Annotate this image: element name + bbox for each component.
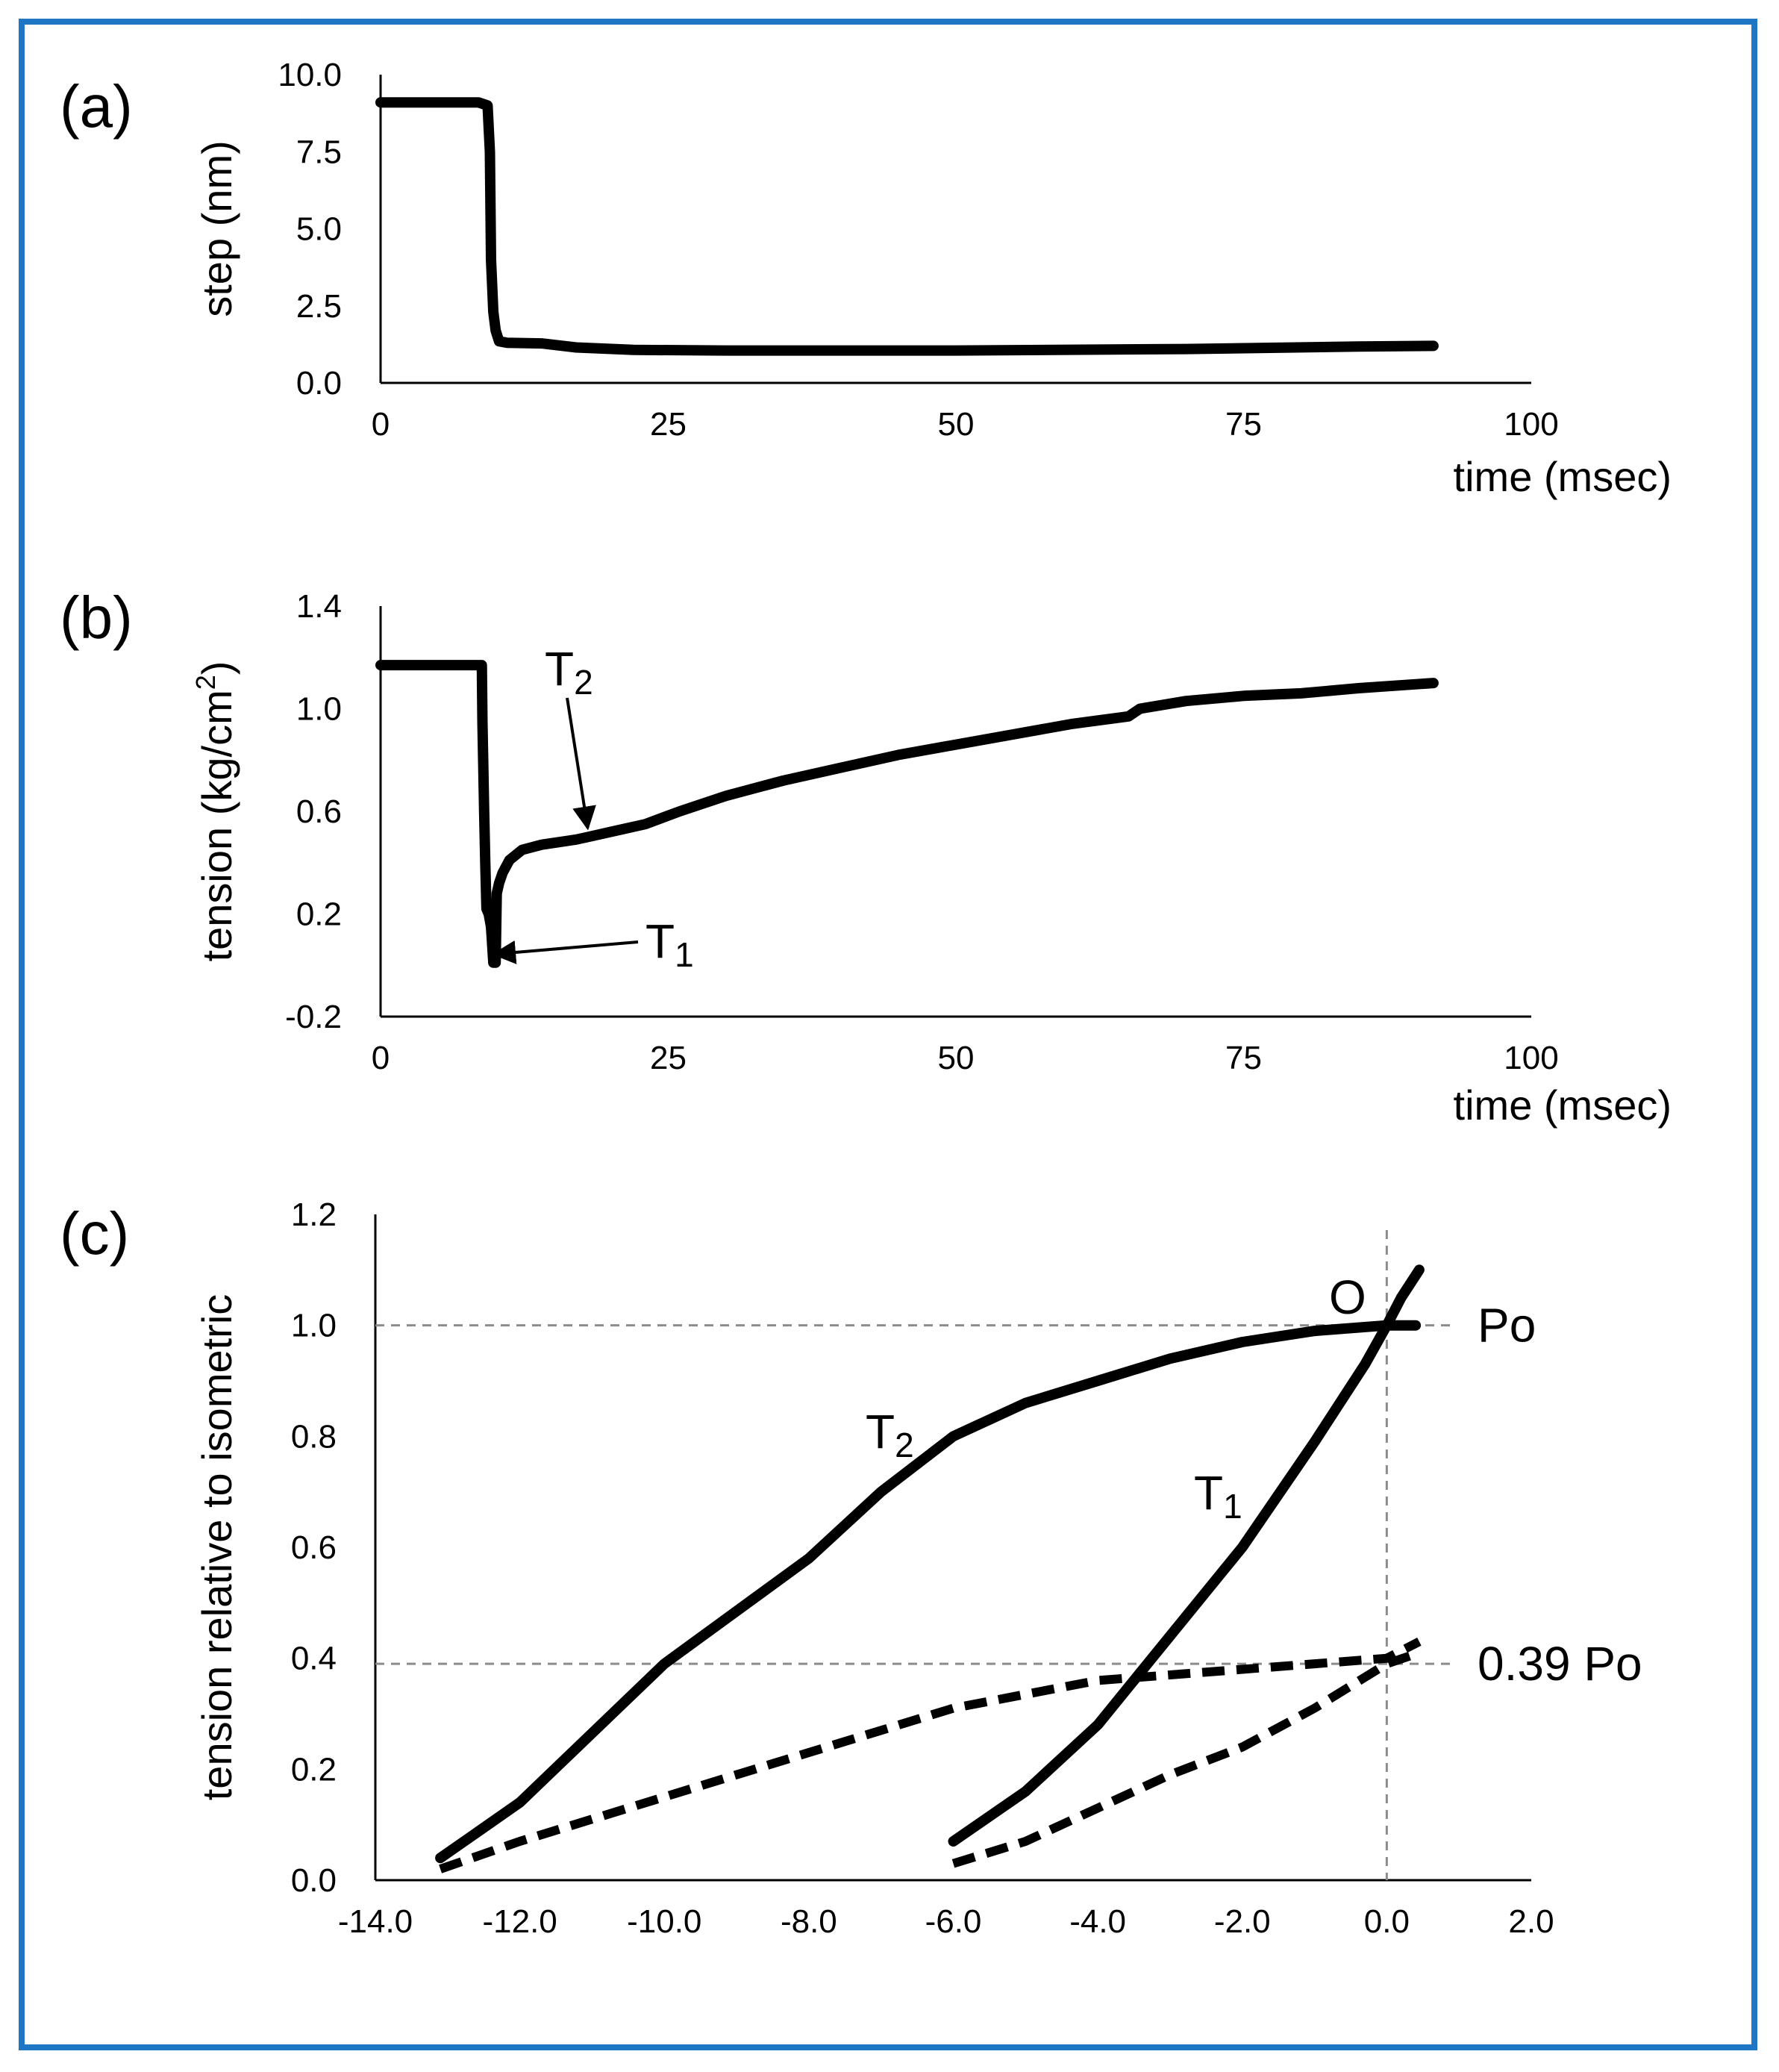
panel-c-x-tick-label: -14.0: [338, 1903, 413, 1940]
panel-b-y-tick-label: 0.6: [296, 793, 342, 830]
panel-a-x-tick-label: 100: [1504, 406, 1558, 443]
panel-c-annotation-039-po: 0.39 Po: [1478, 1637, 1642, 1691]
panel-a-x-tick-label: 75: [1225, 406, 1262, 443]
panel-c-x-tick-label: -4.0: [1069, 1903, 1126, 1940]
panel-b-y-axis-label: tension (kg/cm2): [190, 661, 240, 962]
panel-c-x-tick-label: 0.0: [1364, 1903, 1410, 1940]
panel-c-series-t1: [948, 1264, 1425, 1847]
panel-c-annotation-t2: T2: [866, 1405, 914, 1464]
panel-a-x-tick-label: 0: [372, 406, 390, 443]
panel-c-y-tick-label: 0.6: [291, 1529, 337, 1566]
figure-border: [19, 19, 1757, 2050]
panel-a-x-tick-label: 25: [650, 406, 687, 443]
panel-b-x-tick-label: 50: [938, 1040, 975, 1076]
panel-c-y-tick-label: 1.0: [291, 1308, 337, 1344]
panel-c-x-tick-label: -8.0: [781, 1903, 837, 1940]
panel-b-annotation-t1: T1: [645, 914, 694, 974]
panel-a-y-tick-label: 5.0: [296, 211, 342, 248]
panel-a-y-tick-label: 10.0: [278, 57, 342, 93]
panel-c-y-tick-label: 0.4: [291, 1641, 337, 1677]
panel-c-annotation-po: Po: [1478, 1299, 1536, 1352]
panel-b-arrow-t1: [492, 940, 639, 964]
panel-b-y-tick-label: 1.4: [296, 588, 342, 625]
panel-a-y-tick-label: 2.5: [296, 288, 342, 325]
panel-b-series-tension: [375, 660, 1439, 968]
panel-b-x-axis-label: time (msec): [1454, 1082, 1672, 1129]
panel-a-y-tick-label: 7.5: [296, 134, 342, 170]
panel-c-x-tick-label: -10.0: [627, 1903, 701, 1940]
panel-b-x-tick-label: 0: [372, 1040, 390, 1076]
panel-b-annotation-t2: T2: [545, 642, 593, 702]
panel-c-y-tick-label: 0.2: [291, 1751, 337, 1788]
panel-b-x-tick-label: 25: [650, 1040, 687, 1076]
panel-a-x-tick-label: 50: [938, 406, 975, 443]
panel-c-y-tick-label: 0.0: [291, 1862, 337, 1899]
panel-b-arrow-t2: [566, 697, 596, 831]
panel-c-x-tick-label: -2.0: [1214, 1903, 1271, 1940]
panel-c-y-tick-label: 1.2: [291, 1196, 337, 1233]
panel-b-y-tick-label: 1.0: [296, 691, 342, 728]
panel-c-series-t2: [435, 1320, 1422, 1864]
panel-c-series-t1-0-39-po: [951, 1648, 1421, 1868]
panel-a-y-axis-label: step (nm): [193, 140, 240, 317]
panel-b-x-tick-label: 100: [1504, 1040, 1558, 1076]
panel-c-y-tick-label: 0.8: [291, 1418, 337, 1455]
panel-b-x-tick-label: 75: [1225, 1040, 1262, 1076]
panel-a-label: (a): [60, 73, 133, 140]
panel-c-y-axis-label: tension relative to isometric: [193, 1294, 240, 1801]
panel-a-series-step: [375, 97, 1439, 356]
panel-c-label: (c): [60, 1200, 129, 1267]
panel-a-y-tick-label: 0.0: [296, 365, 342, 402]
panel-a-x-axis-label: time (msec): [1454, 453, 1672, 500]
panel-c-x-tick-label: -12.0: [482, 1903, 557, 1940]
panel-b-y-tick-label: -0.2: [285, 999, 342, 1035]
panel-b-label: (b): [60, 584, 133, 651]
panel-c-series-t2-0-39-po: [439, 1638, 1422, 1873]
panel-c-annotation-t1: T1: [1194, 1466, 1242, 1526]
panel-c-x-tick-label: -6.0: [925, 1903, 982, 1940]
panel-c-annotation-origin: O: [1329, 1270, 1366, 1324]
panel-b-y-tick-label: 0.2: [296, 896, 342, 933]
panel-c-x-tick-label: 2.0: [1508, 1903, 1554, 1940]
